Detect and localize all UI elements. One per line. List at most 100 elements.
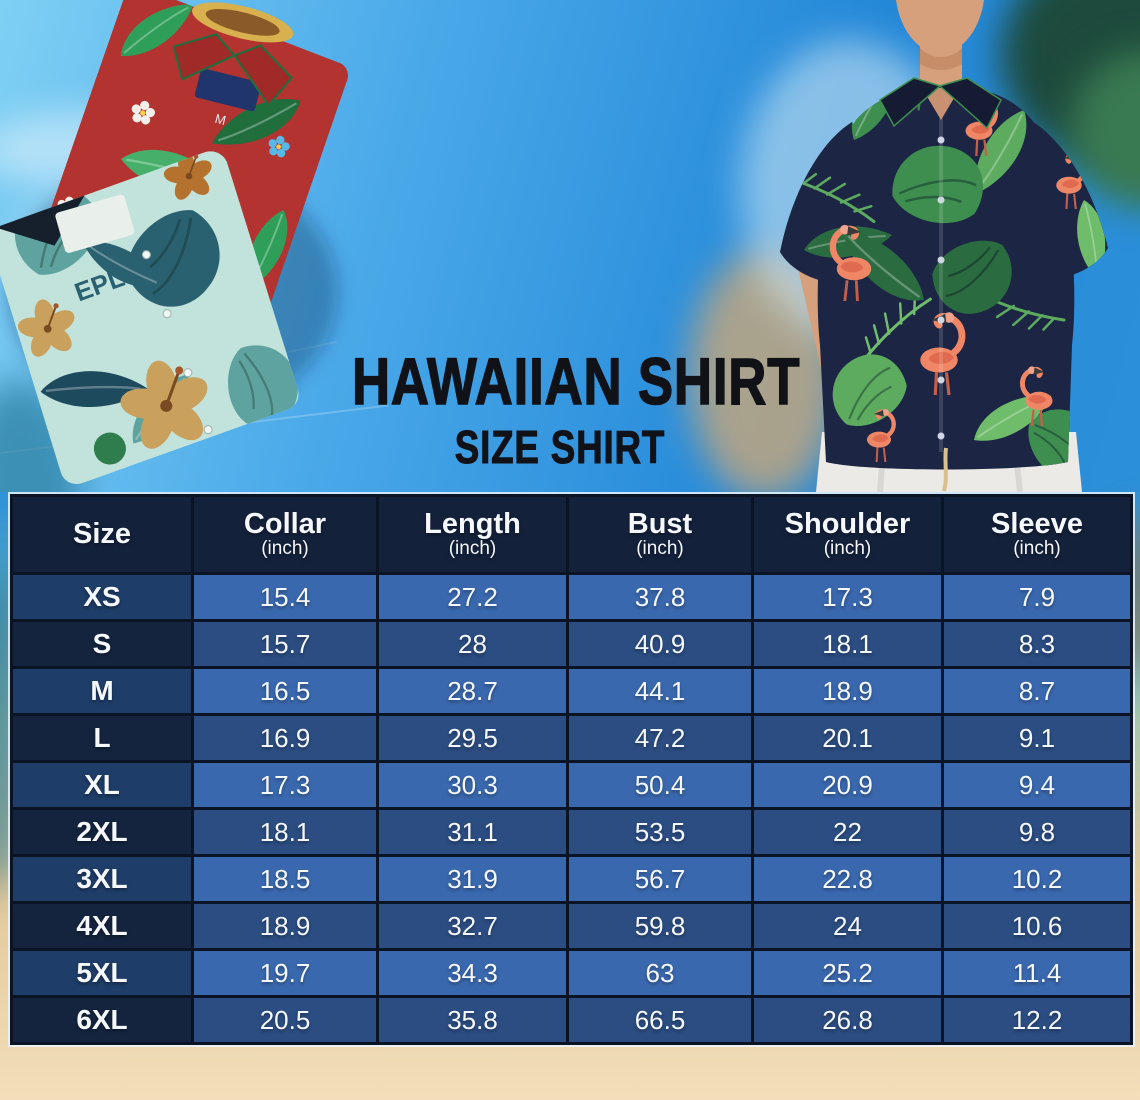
size-chart-head-row: Size Collar (inch) Length (inch) Bust (inch) Sh… bbox=[10, 494, 1133, 575]
table-cell: 17.3 bbox=[751, 572, 944, 622]
column-header-unit: (inch) bbox=[448, 538, 497, 560]
table-cell: 28.7 bbox=[376, 666, 569, 716]
table-cell: 53.5 bbox=[566, 807, 754, 857]
red-shirt-neck-label: M bbox=[192, 2, 294, 128]
column-header-size: Size bbox=[10, 494, 194, 575]
table-row-6xl: 6XL 20.5 35.8 66.5 26.8 12.2 bbox=[10, 995, 1133, 1045]
table-cell: 8.7 bbox=[941, 666, 1133, 716]
column-header-unit: (inch) bbox=[823, 538, 872, 560]
table-cell: 15.7 bbox=[191, 619, 379, 669]
model-shirt bbox=[780, 77, 1108, 492]
size-cell: L bbox=[10, 713, 194, 763]
table-cell: 18.9 bbox=[191, 901, 379, 951]
size-cell: 5XL bbox=[10, 948, 194, 998]
drawstring bbox=[942, 447, 948, 492]
table-cell: 40.9 bbox=[566, 619, 754, 669]
table-cell: 18.1 bbox=[191, 807, 379, 857]
teal-shirt-buttons bbox=[141, 250, 213, 435]
table-cell: 17.3 bbox=[191, 760, 379, 810]
table-cell: 44.1 bbox=[566, 666, 754, 716]
table-cell: 30.3 bbox=[376, 760, 569, 810]
column-header-shoulder: Shoulder (inch) bbox=[751, 494, 944, 575]
table-cell: 50.4 bbox=[566, 760, 754, 810]
table-row-3xl: 3XL 18.5 31.9 56.7 22.8 10.2 bbox=[10, 854, 1133, 904]
red-shirt-size-tag: M bbox=[213, 111, 227, 128]
product-shirts-photo: M bbox=[0, 0, 348, 484]
size-cell: 4XL bbox=[10, 901, 194, 951]
table-cell: 31.1 bbox=[376, 807, 569, 857]
table-cell: 34.3 bbox=[376, 948, 569, 998]
table-row-l: L 16.9 29.5 47.2 20.1 9.1 bbox=[10, 713, 1133, 763]
table-row-5xl: 5XL 19.7 34.3 63 25.2 11.4 bbox=[10, 948, 1133, 998]
column-header-unit: (inch) bbox=[261, 538, 309, 560]
shirt-buttons bbox=[937, 136, 945, 440]
size-chart-head: Size Collar (inch) Length (inch) Bust (inch) Sh… bbox=[10, 494, 1133, 575]
teal-shirt: EPL bbox=[0, 145, 301, 484]
table-row-4xl: 4XL 18.9 32.7 59.8 24 10.6 bbox=[10, 901, 1133, 951]
table-cell: 18.5 bbox=[191, 854, 379, 904]
hero-scene: M bbox=[0, 0, 1140, 492]
table-cell: 35.8 bbox=[376, 995, 569, 1045]
table-cell: 24 bbox=[751, 901, 944, 951]
table-cell: 27.2 bbox=[376, 572, 569, 622]
size-chart-body: XS 15.4 27.2 37.8 17.3 7.9 S 15.7 28 40.9 18.1 8.3 M… bbox=[10, 572, 1133, 1045]
size-cell: XL bbox=[10, 760, 194, 810]
column-header-label: Shoulder bbox=[784, 507, 911, 540]
size-cell: 6XL bbox=[10, 995, 194, 1045]
size-cell: M bbox=[10, 666, 194, 716]
page-subtitle: SIZE SHIRT bbox=[454, 421, 666, 473]
column-header-sleeve: Sleeve (inch) bbox=[941, 494, 1133, 575]
column-header-label: Size bbox=[72, 518, 132, 551]
table-cell: 28 bbox=[376, 619, 569, 669]
column-header-unit: (inch) bbox=[636, 538, 684, 560]
table-cell: 37.8 bbox=[566, 572, 754, 622]
table-row-2xl: 2XL 18.1 31.1 53.5 22 9.8 bbox=[10, 807, 1133, 857]
title-block: HAWAIIAN SHIRT SIZE SHIRT bbox=[300, 344, 820, 473]
shirt-collar bbox=[879, 77, 1002, 130]
table-cell: 20.1 bbox=[751, 713, 944, 763]
size-cell: 2XL bbox=[10, 807, 194, 857]
page-title: HAWAIIAN SHIRT bbox=[351, 344, 801, 418]
column-header-label: Length bbox=[424, 507, 521, 540]
size-cell: 3XL bbox=[10, 854, 194, 904]
table-cell: 26.8 bbox=[751, 995, 944, 1045]
table-cell: 18.9 bbox=[751, 666, 944, 716]
column-header-label: Bust bbox=[627, 507, 693, 540]
table-cell: 20.9 bbox=[751, 760, 944, 810]
table-cell: 32.7 bbox=[376, 901, 569, 951]
table-cell: 15.4 bbox=[191, 572, 379, 622]
table-cell: 18.1 bbox=[751, 619, 944, 669]
table-cell: 22 bbox=[751, 807, 944, 857]
table-cell: 8.3 bbox=[941, 619, 1133, 669]
table-cell: 7.9 bbox=[941, 572, 1133, 622]
table-cell: 63 bbox=[566, 948, 754, 998]
table-cell: 11.4 bbox=[941, 948, 1133, 998]
table-cell: 19.7 bbox=[191, 948, 379, 998]
size-chart-table: Size Collar (inch) Length (inch) Bust (inch) Sh… bbox=[10, 494, 1133, 1045]
column-header-length: Length (inch) bbox=[376, 494, 569, 575]
column-header-unit: (inch) bbox=[1013, 538, 1061, 560]
table-row-xl: XL 17.3 30.3 50.4 20.9 9.4 bbox=[10, 760, 1133, 810]
column-header-label: Collar bbox=[243, 507, 327, 540]
table-cell: 16.9 bbox=[191, 713, 379, 763]
table-cell: 9.4 bbox=[941, 760, 1133, 810]
table-cell: 25.2 bbox=[751, 948, 944, 998]
table-cell: 10.6 bbox=[941, 901, 1133, 951]
table-cell: 47.2 bbox=[566, 713, 754, 763]
table-row-xs: XS 15.4 27.2 37.8 17.3 7.9 bbox=[10, 572, 1133, 622]
table-cell: 29.5 bbox=[376, 713, 569, 763]
table-cell: 20.5 bbox=[191, 995, 379, 1045]
column-header-collar: Collar (inch) bbox=[191, 494, 379, 575]
table-cell: 9.8 bbox=[941, 807, 1133, 857]
table-cell: 12.2 bbox=[941, 995, 1133, 1045]
table-cell: 66.5 bbox=[566, 995, 754, 1045]
table-row-s: S 15.7 28 40.9 18.1 8.3 bbox=[10, 619, 1133, 669]
size-cell: S bbox=[10, 619, 194, 669]
table-cell: 10.2 bbox=[941, 854, 1133, 904]
size-cell: XS bbox=[10, 572, 194, 622]
table-cell: 31.9 bbox=[376, 854, 569, 904]
table-row-m: M 16.5 28.7 44.1 18.9 8.7 bbox=[10, 666, 1133, 716]
column-header-bust: Bust (inch) bbox=[566, 494, 754, 575]
table-cell: 22.8 bbox=[751, 854, 944, 904]
